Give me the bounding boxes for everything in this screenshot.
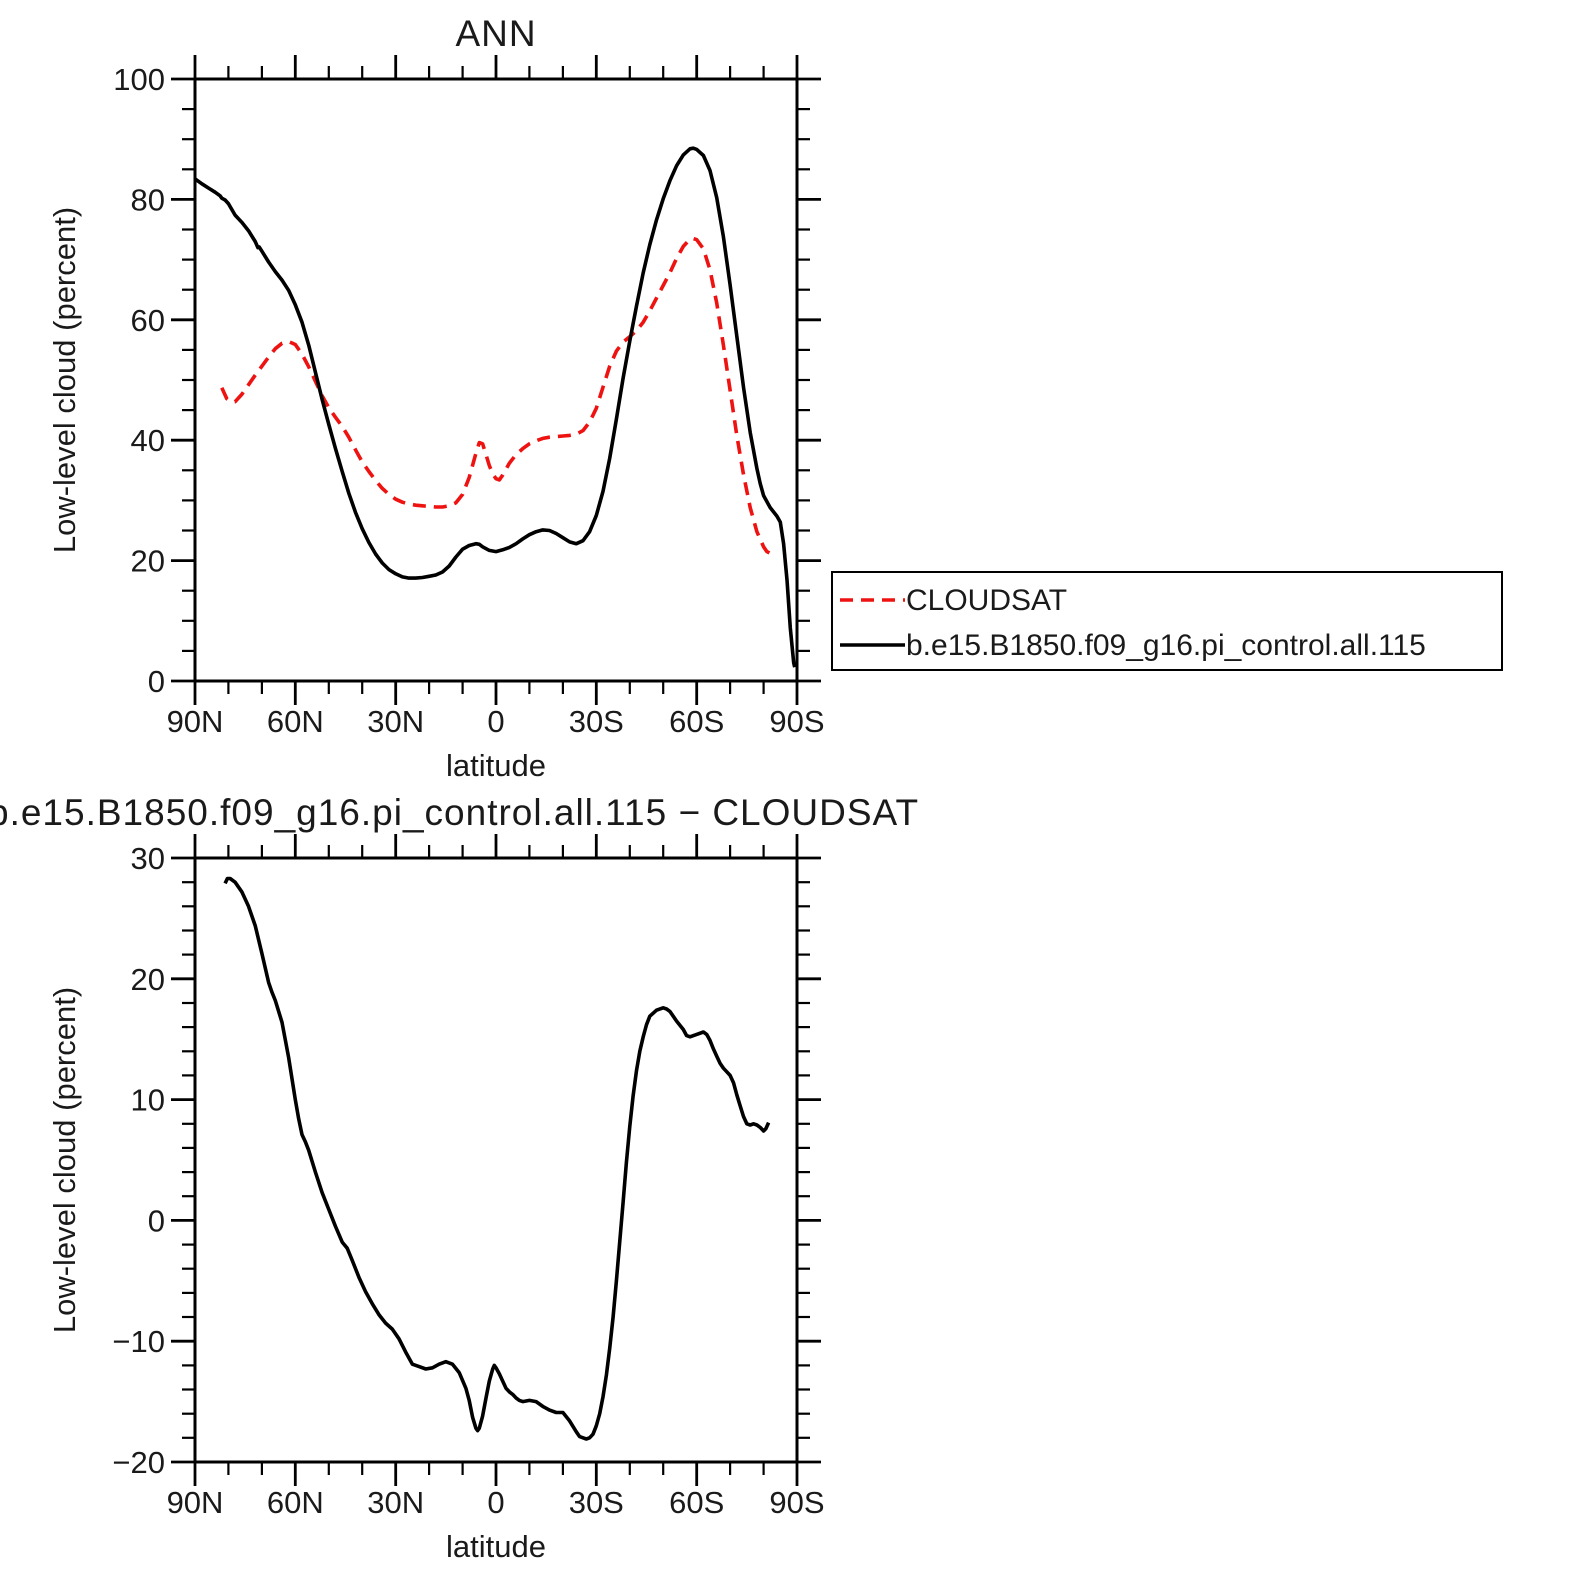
x-tick-label: 60N	[267, 704, 324, 739]
y-tick-label: 100	[113, 62, 165, 97]
chart-ann: 90N 60N 30N 0 30S 60S 90S 0 20 40 60 80 100 latitude L…	[47, 13, 1503, 783]
y-tick-label: 80	[131, 182, 165, 217]
x-tick-label: 30N	[367, 704, 424, 739]
chart-title-diff: b.e15.B1850.f09_g16.pi_control.all.115 −…	[0, 792, 919, 833]
x-tick-label: 90S	[769, 1485, 824, 1520]
y-tick-label: 0	[148, 1203, 165, 1238]
y-tick-label: −10	[112, 1324, 165, 1359]
y-tick-label: 60	[131, 303, 165, 338]
x-tick-label: 90N	[167, 704, 224, 739]
x-tick-label: 90N	[167, 1485, 224, 1520]
x-tick-label: 60N	[267, 1485, 324, 1520]
y-tick-label: 20	[131, 544, 165, 579]
legend-item-label: b.e15.B1850.f09_g16.pi_control.all.115	[906, 629, 1426, 662]
y-tick-label: 40	[131, 423, 165, 458]
y-axis-title: Low-level cloud (percent)	[47, 207, 82, 553]
series-line-model	[223, 876, 771, 1441]
y-tick-label: 10	[131, 1083, 165, 1118]
x-tick-label: 0	[487, 1485, 504, 1520]
y-tick-label: 0	[148, 664, 165, 699]
plot-border	[193, 77, 799, 683]
y-axis-title: Low-level cloud (percent)	[47, 987, 82, 1333]
y-tick-label: −20	[112, 1445, 165, 1480]
legend-box	[831, 571, 1503, 671]
x-tick-label: 30S	[569, 1485, 624, 1520]
y-tick-label: 30	[131, 841, 165, 876]
x-tick-label: 60S	[669, 704, 724, 739]
chart-diff: 90N 60N 30N 0 30S 60S 90S −20 −10 0 10 20 30 latitude…	[0, 792, 919, 1564]
x-tick-label: 30S	[569, 704, 624, 739]
x-axis-title: latitude	[446, 1529, 546, 1564]
x-axis-title: latitude	[446, 748, 546, 783]
x-tick-label: 0	[487, 704, 504, 739]
x-tick-label: 60S	[669, 1485, 724, 1520]
x-tick-label: 90S	[769, 704, 824, 739]
legend: CLOUDSAT b.e15.B1850.f09_g16.pi_control.a…	[831, 571, 1503, 671]
y-tick-label: 20	[131, 962, 165, 997]
legend-item-label: CLOUDSAT	[906, 584, 1067, 617]
x-tick-label: 30N	[367, 1485, 424, 1520]
plot-border	[193, 856, 799, 1464]
chart-title-ann: ANN	[455, 13, 536, 54]
series-line-model	[193, 146, 797, 668]
series-line-cloudsat	[220, 236, 772, 555]
